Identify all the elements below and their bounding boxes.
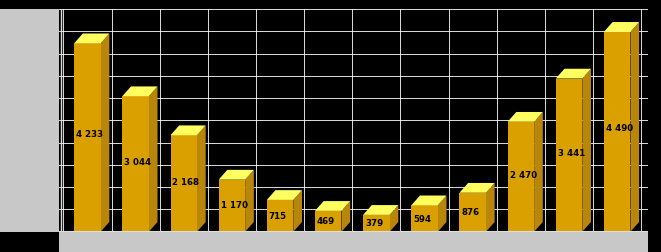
Polygon shape (363, 215, 389, 232)
Polygon shape (267, 200, 293, 232)
Polygon shape (508, 113, 543, 122)
Text: 3 044: 3 044 (124, 157, 151, 166)
Polygon shape (631, 23, 639, 232)
Polygon shape (459, 183, 494, 193)
Polygon shape (486, 183, 494, 232)
Polygon shape (267, 190, 302, 200)
Polygon shape (149, 87, 157, 232)
Polygon shape (389, 205, 399, 232)
Text: 469: 469 (317, 216, 335, 226)
Polygon shape (604, 23, 639, 33)
Polygon shape (197, 126, 206, 232)
Polygon shape (411, 196, 446, 205)
Polygon shape (411, 205, 438, 232)
Text: 876: 876 (461, 207, 479, 216)
Polygon shape (438, 196, 446, 232)
Text: 379: 379 (365, 219, 383, 228)
Text: 594: 594 (413, 214, 431, 223)
Polygon shape (582, 70, 591, 232)
Polygon shape (315, 201, 350, 211)
Polygon shape (342, 201, 350, 232)
Polygon shape (315, 211, 342, 232)
Text: 3 441: 3 441 (558, 148, 585, 157)
Polygon shape (171, 136, 197, 232)
Text: 1 170: 1 170 (221, 200, 248, 209)
Polygon shape (245, 170, 254, 232)
Polygon shape (219, 180, 245, 232)
Polygon shape (219, 170, 254, 180)
Polygon shape (293, 190, 302, 232)
Polygon shape (100, 34, 109, 232)
Polygon shape (74, 44, 100, 232)
Polygon shape (171, 126, 206, 136)
Text: 715: 715 (269, 211, 287, 220)
Text: 2 168: 2 168 (173, 177, 200, 186)
Polygon shape (556, 79, 582, 232)
Text: 4 233: 4 233 (76, 130, 103, 139)
Polygon shape (74, 34, 109, 44)
Polygon shape (459, 193, 486, 232)
Polygon shape (122, 97, 149, 232)
Text: 4 490: 4 490 (606, 124, 633, 133)
Text: 2 470: 2 470 (510, 170, 537, 179)
Polygon shape (604, 33, 631, 232)
Polygon shape (122, 87, 157, 97)
Polygon shape (508, 122, 534, 232)
Polygon shape (363, 205, 399, 215)
Polygon shape (556, 70, 591, 79)
Polygon shape (534, 113, 543, 232)
